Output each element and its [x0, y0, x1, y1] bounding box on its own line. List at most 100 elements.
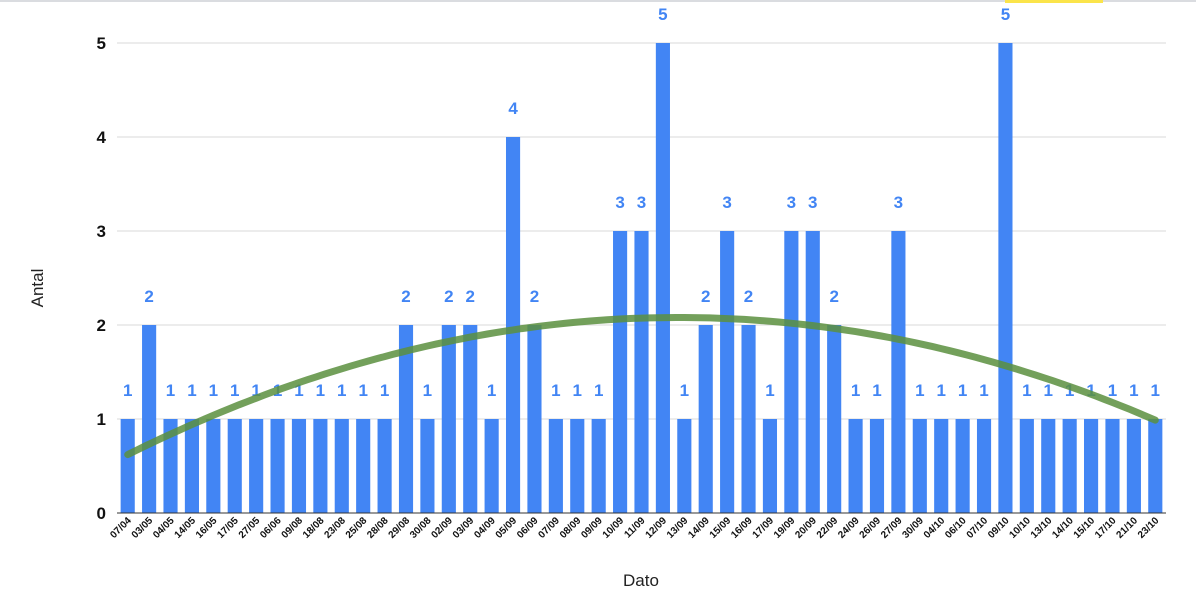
data-label: 1	[851, 381, 860, 400]
data-label: 1	[423, 381, 432, 400]
bar	[377, 419, 392, 513]
bar	[1062, 419, 1077, 513]
bar	[934, 419, 949, 513]
data-label: 1	[872, 381, 881, 400]
bar	[869, 419, 885, 513]
x-tick-label: 22/09	[815, 515, 841, 541]
x-tick-label: 30/08	[408, 515, 434, 541]
bar	[548, 419, 563, 513]
data-label: 3	[722, 193, 731, 212]
data-label: 1	[958, 381, 967, 400]
x-tick-label: 15/09	[708, 515, 734, 541]
data-label: 3	[637, 193, 646, 212]
trendline	[124, 314, 1159, 459]
bar	[1084, 419, 1099, 513]
data-label: 1	[551, 381, 560, 400]
top-border	[0, 0, 1196, 2]
bar	[249, 419, 264, 513]
x-tick-label: 07/10	[965, 515, 991, 541]
bar	[227, 419, 242, 513]
data-label: 1	[166, 381, 175, 400]
x-tick-label: 05/09	[494, 515, 520, 541]
x-tick-label: 21/10	[1115, 515, 1141, 541]
data-label: 1	[1044, 381, 1053, 400]
bar	[334, 419, 349, 513]
data-label: 3	[808, 193, 817, 212]
data-label: 2	[744, 287, 753, 306]
x-tick-label: 09/10	[986, 515, 1012, 541]
bars	[120, 43, 1163, 513]
data-label: 4	[508, 99, 518, 118]
data-label: 1	[358, 381, 367, 400]
y-tick-label: 2	[97, 316, 106, 335]
bar	[677, 419, 692, 513]
bar	[527, 325, 542, 513]
x-tick-label: 17/10	[1093, 515, 1119, 541]
x-tick-label: 18/08	[301, 515, 327, 541]
data-label: 1	[1129, 381, 1138, 400]
data-label: 1	[594, 381, 603, 400]
bar	[827, 325, 842, 513]
data-label: 2	[401, 287, 410, 306]
bar	[720, 231, 735, 513]
y-tick-label: 4	[97, 128, 107, 147]
data-label: 5	[1001, 5, 1010, 24]
x-tick-label: 28/08	[365, 515, 391, 541]
x-tick-label: 10/10	[1007, 515, 1033, 541]
x-tick-label: 06/09	[515, 515, 541, 541]
x-axis-ticks: 07/0403/0504/0514/0516/0517/0527/0506/06…	[108, 515, 1161, 541]
bar	[206, 419, 221, 513]
bar	[484, 419, 499, 513]
bar	[976, 419, 992, 513]
bar	[805, 231, 820, 513]
y-tick-label: 5	[97, 34, 106, 53]
bar	[891, 231, 906, 513]
x-tick-label: 13/09	[665, 515, 691, 541]
bar	[1105, 419, 1120, 513]
bar	[1019, 419, 1034, 513]
x-tick-label: 23/10	[1136, 515, 1162, 541]
x-tick-label: 11/09	[623, 515, 648, 540]
bar	[698, 325, 713, 513]
bar	[398, 325, 414, 513]
data-label: 2	[829, 287, 838, 306]
bar	[655, 43, 670, 513]
bar	[356, 419, 371, 513]
bar	[313, 419, 328, 513]
y-axis-ticks: 0 1 2 3 4 5	[97, 34, 107, 523]
x-tick-label: 30/09	[900, 515, 926, 541]
bar	[441, 325, 456, 513]
bar	[591, 419, 606, 513]
x-tick-label: 06/10	[943, 515, 969, 541]
bar	[142, 325, 157, 513]
x-tick-label: 09/08	[280, 515, 306, 541]
x-tick-label: 07/09	[537, 515, 563, 541]
x-tick-label: 19/09	[772, 515, 798, 541]
data-label: 1	[979, 381, 988, 400]
x-tick-label: 03/05	[130, 515, 156, 541]
data-label: 1	[187, 381, 196, 400]
data-label: 2	[144, 287, 153, 306]
x-tick-label: 09/09	[579, 515, 605, 541]
bar	[912, 419, 927, 513]
bar	[270, 419, 285, 513]
x-tick-label: 29/08	[387, 515, 413, 541]
data-label: 2	[701, 287, 710, 306]
data-label: 1	[380, 381, 389, 400]
data-label: 3	[615, 193, 624, 212]
x-tick-label: 06/06	[258, 515, 284, 541]
data-label: 1	[1065, 381, 1074, 400]
bar	[1148, 419, 1163, 513]
x-tick-label: 02/09	[429, 515, 455, 541]
y-tick-label: 1	[97, 410, 106, 429]
x-tick-label: 04/10	[922, 515, 948, 541]
bar	[163, 419, 178, 513]
bar	[291, 419, 307, 513]
y-tick-label: 3	[97, 222, 106, 241]
data-label: 1	[123, 381, 132, 400]
bar	[762, 419, 778, 513]
bar	[784, 231, 799, 513]
x-tick-label: 26/09	[858, 515, 884, 541]
data-label: 1	[337, 381, 346, 400]
data-label: 1	[680, 381, 689, 400]
